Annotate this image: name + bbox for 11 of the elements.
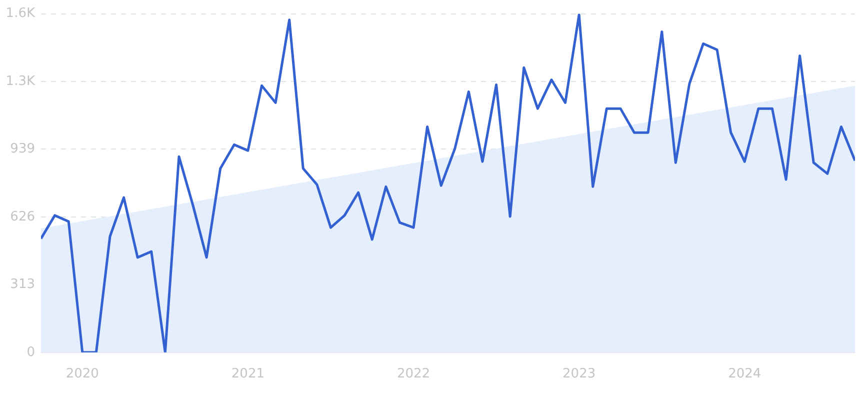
x-tick-label: 2022	[396, 366, 430, 382]
y-tick-label: 0	[26, 344, 35, 360]
y-tick-label: 1.6K	[6, 6, 36, 22]
x-tick-label: 2020	[66, 366, 99, 382]
x-tick-label: 2023	[562, 366, 596, 382]
y-tick-label: 626	[10, 209, 35, 224]
x-tick-label: 2021	[231, 366, 264, 382]
x-tick-label: 2024	[728, 366, 762, 382]
y-tick-label: 1.3K	[6, 74, 36, 89]
y-tick-label: 939	[10, 142, 35, 157]
y-tick-label: 313	[10, 277, 35, 292]
